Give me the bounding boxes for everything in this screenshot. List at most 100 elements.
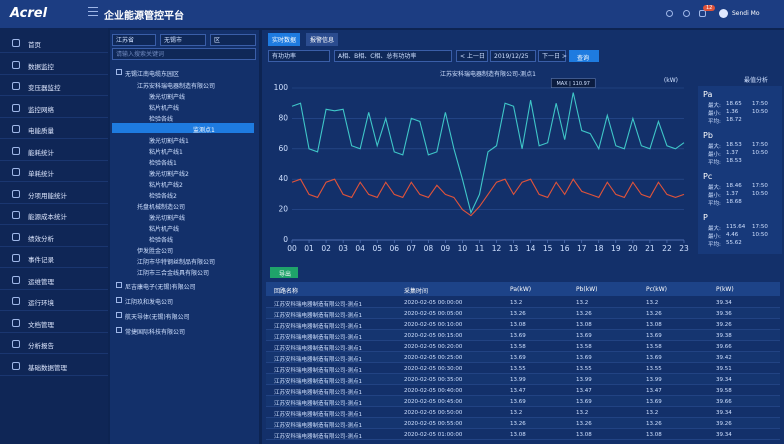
x-tick-label: 22 [662, 244, 672, 253]
table-cell: 39.34 [716, 409, 732, 416]
menu-item[interactable]: 变压器监控 [0, 76, 108, 96]
column-header: Pc(kW) [646, 286, 668, 293]
tree-node[interactable]: 检验各线2 [110, 189, 258, 200]
table-cell: 39.34 [716, 376, 732, 383]
avatar[interactable] [719, 9, 728, 18]
tree-node[interactable]: 激光切割产线2 [110, 167, 258, 178]
table-cell: 13.99 [646, 376, 662, 383]
menu-label: 能耗统计 [28, 148, 54, 157]
table-cell: 13.69 [510, 398, 526, 405]
table-cell: 13.08 [646, 431, 662, 438]
tree-node[interactable]: 粘片机产线 [110, 101, 258, 112]
select[interactable]: 江苏省 [112, 34, 156, 46]
table-cell: 13.69 [646, 332, 662, 339]
tree-node[interactable]: 江阴市华特钢丝制品有限公司 [110, 255, 258, 266]
search-input[interactable]: 请输入搜索关键词 [112, 48, 256, 60]
export-button[interactable]: 导出 [270, 267, 298, 278]
tree-node[interactable]: 检验各线1 [110, 156, 258, 167]
tree-label: 常捷国际科技有限公司 [125, 328, 186, 336]
menu-label: 电能质量 [28, 127, 54, 135]
stat-cell: 1.37 [726, 150, 739, 156]
menu-label: 绩效分析 [28, 234, 54, 243]
menu-item[interactable]: 单耗统计 [0, 162, 108, 182]
table-row: 江苏安科瑞电器制造有限公司-测点1 2020-02-05 00:15:00 13.6… [266, 330, 780, 341]
menu-item[interactable]: 基础数据管理 [0, 356, 108, 376]
tree-expander [116, 282, 122, 288]
tab[interactable]: 报警信息 [306, 33, 339, 46]
tree-node[interactable]: 粘片机产线1 [110, 145, 258, 156]
tree-node[interactable]: 托盘机械制造公司 [110, 200, 258, 211]
select[interactable]: A相、B相、C相、总有功功率 [334, 50, 452, 62]
button[interactable]: < 上一日 [456, 50, 488, 62]
table-cell: 13.99 [576, 376, 592, 383]
tree-node[interactable]: 江阴市三合金线具有限公司 [110, 266, 258, 277]
menu-item[interactable]: 能耗统计 [0, 141, 108, 161]
menu-label: 分项用能统计 [28, 191, 67, 200]
tree-node[interactable]: 激光切割产线 [110, 90, 258, 101]
table-cell: 13.2 [576, 299, 589, 306]
tree-node[interactable]: 检验各线 [110, 233, 258, 244]
select[interactable]: 无锡市 [160, 34, 206, 46]
tree-node[interactable]: 航天导体(无锡)有限公司 [110, 310, 258, 321]
tree-node[interactable]: 激光切割产线1 [110, 134, 258, 145]
table-cell: 江苏安科瑞电器制造有限公司-测点1 [274, 345, 362, 352]
menu-item[interactable]: 数据监控 [0, 55, 108, 75]
table-cell: 13.26 [510, 420, 526, 427]
menu-icon [12, 232, 20, 241]
button[interactable]: 2019/12/25 [490, 50, 536, 62]
menu-item[interactable]: 电能质量 [0, 119, 108, 139]
menu-label: 能源成本统计 [28, 213, 67, 221]
tab[interactable]: 实时数据 [268, 33, 301, 46]
tree-node[interactable]: 粘片机产线2 [110, 178, 258, 189]
tree-expander [116, 297, 122, 303]
tree-node[interactable]: 粘片机产线 [110, 222, 258, 233]
menu-item[interactable]: 文档管理 [0, 313, 108, 333]
stat-cell: 115.64 [726, 224, 746, 230]
menu-item[interactable]: 首页 [0, 33, 108, 53]
user-name[interactable]: Sendi Mo [732, 10, 760, 17]
table-cell: 13.08 [576, 321, 592, 328]
tree-node[interactable]: 激光切割产线 [110, 211, 258, 222]
button[interactable]: 下一日 > [538, 50, 567, 62]
select[interactable]: 有功功率 [268, 50, 330, 62]
tree-node[interactable]: 江阴玖和发电公司 [110, 295, 258, 306]
stat-cell: 17:50 [752, 224, 768, 230]
menu-item[interactable]: 绩效分析 [0, 227, 108, 247]
tree-node[interactable]: 检验各线 [110, 112, 258, 123]
menu-item[interactable]: 事件记录 [0, 248, 108, 268]
menu-item[interactable]: 运行环境 [0, 291, 108, 311]
button-text: 查询 [577, 54, 590, 62]
tree-node-selected[interactable]: 监测点1 [112, 123, 254, 134]
menu-label: 运行环境 [28, 299, 54, 307]
stat-cell: 17:50 [752, 183, 768, 189]
menu-item[interactable]: 运维管理 [0, 270, 108, 290]
tree-node[interactable]: 江苏安科瑞电器制造有限公司 [110, 79, 258, 90]
tree-node[interactable]: 常捷国际科技有限公司 [110, 325, 258, 336]
menu-icon [12, 82, 20, 90]
table-cell: 13.69 [576, 398, 592, 405]
stat-cell: 18.46 [726, 183, 742, 189]
tree-node[interactable]: 尼吉康电子(无锡)有限公司 [110, 280, 258, 291]
x-tick-label: 11 [475, 244, 485, 253]
stat-cell: 17:50 [752, 101, 768, 107]
stat-name: Pa [703, 90, 713, 99]
help-icon[interactable] [683, 10, 690, 17]
search-icon[interactable] [666, 10, 673, 17]
analysis-link[interactable]: 最值分析 [744, 77, 769, 84]
tree-node[interactable]: 无锡江南电缆东园区 [110, 67, 258, 78]
menu-item[interactable]: 监控网络 [0, 98, 108, 118]
menu-item[interactable]: 分析报告 [0, 334, 108, 354]
x-tick-label: 14 [526, 244, 536, 253]
button-text: < 上一日 [460, 53, 485, 60]
query-button[interactable]: 查询 [569, 50, 599, 62]
tree-node[interactable]: 伊发胜金公司 [110, 244, 258, 255]
table-row: 江苏安科瑞电器制造有限公司-测点1 2020-02-05 00:20:00 13.5… [266, 341, 780, 352]
menu-label: 分析报告 [28, 342, 54, 350]
select[interactable]: 区 [210, 34, 256, 46]
menu-item[interactable]: 分项用能统计 [0, 184, 108, 204]
menu-item[interactable]: 能源成本统计 [0, 205, 108, 225]
menu-toggle[interactable] [88, 7, 98, 16]
bell-icon[interactable] [699, 10, 706, 17]
stat-cell: 最小: [708, 152, 721, 158]
stat-cell: 18.53 [726, 158, 742, 164]
